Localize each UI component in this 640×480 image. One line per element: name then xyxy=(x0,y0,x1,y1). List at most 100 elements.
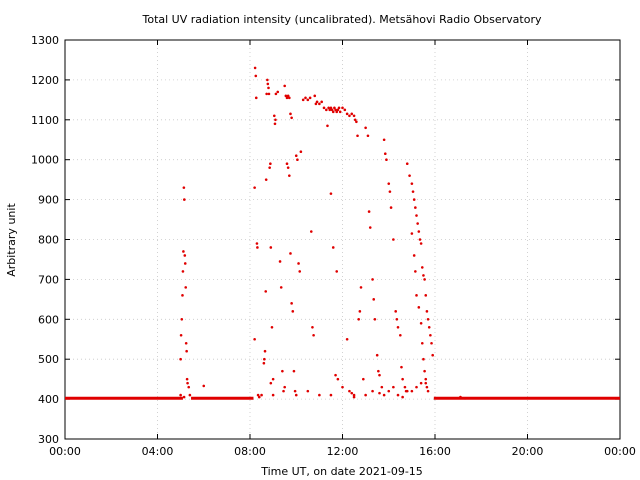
data-point xyxy=(387,389,391,393)
data-point xyxy=(185,349,188,353)
data-point xyxy=(298,270,302,273)
data-point xyxy=(389,206,393,209)
data-point xyxy=(364,126,367,130)
data-point xyxy=(373,318,377,321)
data-point xyxy=(367,210,371,213)
data-point xyxy=(276,90,280,94)
data-point xyxy=(256,393,260,397)
data-point xyxy=(415,294,418,297)
data-point xyxy=(410,232,414,235)
data-point xyxy=(278,260,282,263)
data-point xyxy=(184,341,188,345)
data-point xyxy=(181,270,185,273)
data-point xyxy=(366,134,370,138)
data-point xyxy=(267,86,270,90)
data-point xyxy=(268,166,271,169)
data-point xyxy=(306,98,310,102)
data-point xyxy=(408,174,411,177)
data-point xyxy=(327,106,330,110)
data-point xyxy=(264,178,268,181)
data-point xyxy=(424,381,428,385)
data-point xyxy=(182,186,186,189)
data-point xyxy=(296,158,299,161)
data-point xyxy=(284,94,288,98)
data-point xyxy=(348,389,351,393)
data-point xyxy=(271,393,275,397)
data-point xyxy=(336,377,340,381)
data-point xyxy=(341,385,344,389)
data-point xyxy=(412,254,416,257)
data-point xyxy=(395,318,399,321)
data-point xyxy=(415,214,418,217)
data-point xyxy=(315,100,319,104)
data-point xyxy=(263,357,266,361)
data-point xyxy=(392,238,395,241)
data-point xyxy=(265,92,268,96)
data-point xyxy=(294,154,298,158)
data-point xyxy=(322,106,326,110)
data-point xyxy=(294,393,298,397)
data-point xyxy=(290,116,293,120)
x-axis-label: Time UT, on date 2021-09-15 xyxy=(260,465,423,478)
data-point xyxy=(271,377,275,381)
y-tick-label: 1300 xyxy=(31,34,59,47)
data-point xyxy=(350,391,354,395)
data-point xyxy=(330,108,334,112)
data-point xyxy=(392,385,395,389)
data-point xyxy=(416,222,419,225)
data-point xyxy=(253,66,257,70)
data-point xyxy=(266,78,269,82)
data-point xyxy=(410,389,414,393)
x-tick-label: 20:00 xyxy=(512,445,544,458)
data-point xyxy=(396,325,400,329)
data-point xyxy=(423,278,426,281)
data-point xyxy=(423,369,426,373)
data-point xyxy=(418,238,422,241)
data-point xyxy=(267,92,271,96)
data-point xyxy=(279,286,283,289)
data-point xyxy=(183,198,186,201)
x-tick-label: 04:00 xyxy=(142,445,174,458)
data-point xyxy=(425,310,429,313)
data-point xyxy=(270,325,274,329)
data-point xyxy=(382,393,386,397)
data-point xyxy=(338,110,342,114)
data-point xyxy=(353,118,357,122)
data-point xyxy=(352,393,356,397)
data-point xyxy=(377,369,380,373)
data-point xyxy=(260,393,263,397)
data-point xyxy=(345,112,349,116)
data-point xyxy=(187,385,191,389)
data-point xyxy=(396,393,400,397)
data-point xyxy=(368,226,372,229)
data-point xyxy=(188,393,192,397)
data-point xyxy=(411,190,415,193)
data-point xyxy=(293,389,297,393)
data-point xyxy=(273,122,277,126)
axis-ticks: 300 400 500 600 700 800 900 1000 1100 1200 1300 00:… xyxy=(31,34,636,458)
data-point xyxy=(255,242,259,245)
data-point xyxy=(184,286,188,289)
data-point xyxy=(329,192,333,195)
data-point xyxy=(329,106,333,110)
data-point xyxy=(285,162,289,165)
x-tick-label: 08:00 xyxy=(234,445,266,458)
data-point xyxy=(286,166,290,169)
chart-title: Total UV radiation intensity (uncalibrat… xyxy=(142,13,542,26)
data-point xyxy=(180,318,184,321)
data-point xyxy=(264,290,268,293)
data-point xyxy=(328,108,332,112)
data-point xyxy=(420,341,424,345)
data-point xyxy=(182,250,185,253)
data-point xyxy=(417,230,421,233)
data-point xyxy=(334,108,337,112)
data-point xyxy=(290,302,293,305)
y-tick-label: 800 xyxy=(38,234,59,247)
data-point xyxy=(401,377,404,381)
y-tick-label: 600 xyxy=(38,313,59,326)
data-point xyxy=(415,385,418,389)
data-point xyxy=(429,333,432,337)
data-point xyxy=(364,393,367,397)
data-point xyxy=(350,112,354,116)
data-point xyxy=(388,190,392,193)
